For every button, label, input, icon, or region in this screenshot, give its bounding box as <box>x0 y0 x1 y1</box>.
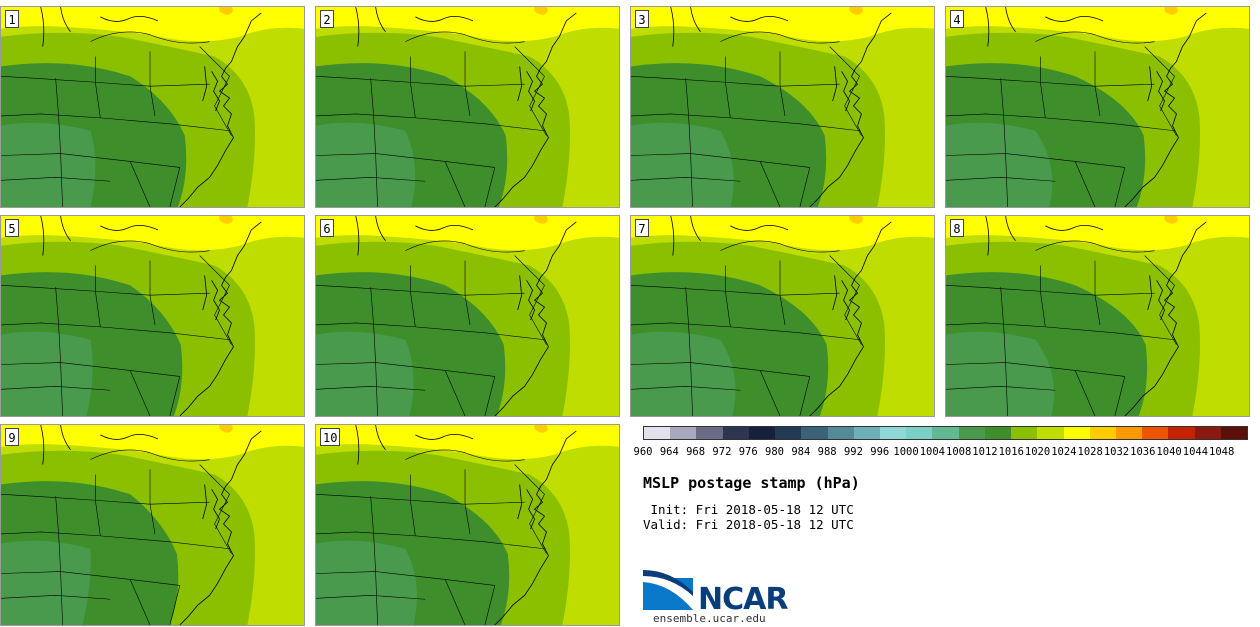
map-panel-8: 8 <box>945 215 1250 417</box>
panel-number-label: 3 <box>635 10 649 28</box>
colorbar-swatch <box>1220 427 1248 439</box>
colorbar-tick-label: 1024 <box>1051 446 1077 458</box>
map-panel-2: 2 <box>315 6 620 208</box>
colorbar-tick-label: 1032 <box>1103 446 1130 458</box>
colorbar-swatch <box>1115 427 1143 439</box>
panel-number-label: 4 <box>950 10 964 28</box>
colorbar-tick-label: 964 <box>659 446 679 458</box>
colorbar-tick-label: 968 <box>686 446 706 458</box>
mslp-map <box>1 425 304 625</box>
colorbar-tick-label: 1028 <box>1077 446 1103 458</box>
map-panel-6: 6 <box>315 215 620 417</box>
mslp-map <box>1 7 304 207</box>
map-panel-9: 9 <box>0 424 305 626</box>
colorbar-swatch <box>696 427 723 439</box>
init-time: Init: Fri 2018-05-18 12 UTC <box>643 502 854 517</box>
panel-number-label: 5 <box>5 219 19 237</box>
map-panel-1: 1 <box>0 6 305 208</box>
colorbar-tick-label: 992 <box>843 446 863 458</box>
mslp-map <box>316 425 619 625</box>
panel-number-label: 8 <box>950 219 964 237</box>
ncar-logo-icon <box>643 570 693 610</box>
website-url: ensemble.ucar.edu <box>653 612 766 625</box>
valid-time: Valid: Fri 2018-05-18 12 UTC <box>643 517 854 532</box>
plot-title: MSLP postage stamp (hPa) <box>643 474 860 492</box>
map-panel-4: 4 <box>945 6 1250 208</box>
colorbar <box>643 426 1248 440</box>
ncar-logo-text: NCAR <box>698 582 788 617</box>
colorbar-swatch <box>801 427 828 439</box>
colorbar-tick-label: 1008 <box>945 446 972 458</box>
colorbar-tick-label: 976 <box>738 446 758 458</box>
colorbar-swatch <box>1168 427 1195 439</box>
colorbar-swatch <box>1037 427 1064 439</box>
colorbar-tick-label: 1000 <box>893 446 919 458</box>
colorbar-tick-label: 1016 <box>998 446 1024 458</box>
colorbar-tick-label: 1020 <box>1024 446 1051 458</box>
map-panel-10: 10 <box>315 424 620 626</box>
panel-number-label: 2 <box>320 10 334 28</box>
colorbar-swatch <box>722 427 749 439</box>
colorbar-swatch <box>644 427 671 439</box>
colorbar-tick-label: 1004 <box>919 446 945 458</box>
colorbar-tick-label: 996 <box>870 446 890 458</box>
colorbar-swatch <box>775 427 802 439</box>
colorbar-swatch <box>906 427 933 439</box>
colorbar-swatch <box>932 427 959 439</box>
colorbar-swatch <box>958 427 985 439</box>
colorbar-swatch <box>670 427 697 439</box>
map-panel-7: 7 <box>630 215 935 417</box>
colorbar-swatch <box>853 427 880 439</box>
panel-number-label: 9 <box>5 428 19 446</box>
panel-number-label: 6 <box>320 219 334 237</box>
colorbar-tick-label: 960 <box>633 446 653 458</box>
colorbar-tick-label: 972 <box>712 446 732 458</box>
mslp-map <box>631 216 934 416</box>
colorbar-swatch <box>1194 427 1221 439</box>
colorbar-swatch <box>748 427 776 439</box>
colorbar-swatch <box>827 427 854 439</box>
colorbar-tick-label: 1048 <box>1209 446 1235 458</box>
panel-number-label: 10 <box>320 428 341 446</box>
map-panel-3: 3 <box>630 6 935 208</box>
panel-number-label: 1 <box>5 10 19 28</box>
colorbar-tick-label: 1036 <box>1130 446 1156 458</box>
mslp-map <box>631 7 934 207</box>
mslp-map <box>316 7 619 207</box>
colorbar-tick-label: 980 <box>765 446 784 458</box>
colorbar-swatch <box>1142 427 1169 439</box>
mslp-map <box>946 7 1249 207</box>
colorbar-swatch <box>1011 427 1038 439</box>
colorbar-tick-label: 984 <box>791 446 811 458</box>
colorbar-swatch <box>1089 427 1116 439</box>
colorbar-swatch <box>1063 427 1090 439</box>
mslp-map <box>316 216 619 416</box>
colorbar-tick-label: 1012 <box>972 446 998 458</box>
colorbar-tick-label: 1040 <box>1156 446 1182 458</box>
colorbar-tick-label: 1044 <box>1182 446 1209 458</box>
mslp-map <box>1 216 304 416</box>
map-panel-5: 5 <box>0 215 305 417</box>
colorbar-tick-label: 988 <box>817 446 837 458</box>
colorbar-swatch <box>879 427 907 439</box>
panel-number-label: 7 <box>635 219 649 237</box>
mslp-map <box>946 216 1249 416</box>
colorbar-tick-labels: 960 964 968 972 976 980 984 988 992 996 1000 1004 10… <box>634 446 1248 460</box>
colorbar-swatch <box>984 427 1012 439</box>
